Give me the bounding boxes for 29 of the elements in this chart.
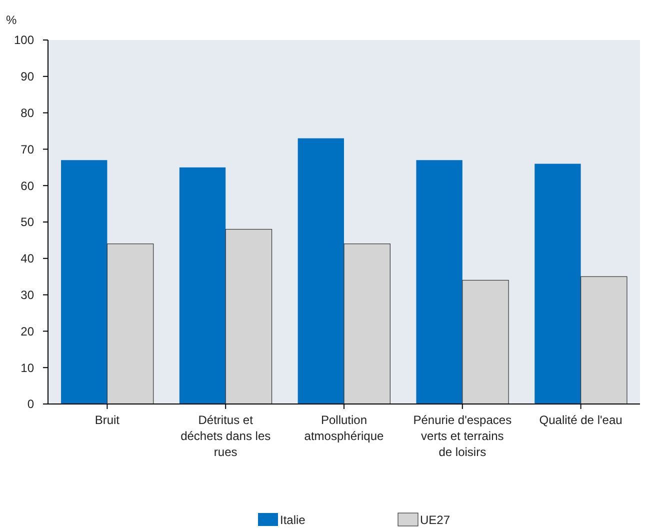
- x-tick-label: Bruit: [94, 413, 120, 427]
- y-tick-label: 20: [20, 324, 34, 338]
- y-tick-label: 30: [20, 288, 34, 302]
- bar: [106, 244, 154, 404]
- x-tick-label: Détritus et déchets dans les rues: [180, 413, 271, 459]
- y-tick-label: 70: [20, 142, 34, 156]
- y-tick-label: 100: [14, 33, 34, 48]
- x-tick-label: Pollution atmosphérique: [304, 413, 384, 443]
- x-tick-label: Pénurie d'espaces verts et terrains de loisirs: [413, 413, 512, 459]
- bar: [416, 160, 462, 404]
- bar: [580, 276, 628, 404]
- legend-label: Italie: [280, 513, 306, 527]
- bar: [61, 160, 108, 404]
- y-tick-label: 50: [20, 215, 34, 230]
- bar: [462, 280, 509, 404]
- bar: [225, 228, 272, 404]
- y-tick-label: 0: [27, 397, 34, 412]
- y-tick-label: 60: [20, 178, 34, 193]
- legend-label: UE27: [420, 513, 450, 527]
- x-tick-label: Qualité de l'eau: [539, 413, 622, 427]
- y-tick-label: 80: [20, 106, 34, 120]
- bar: [298, 138, 344, 404]
- bar: [344, 244, 390, 404]
- y-tick-label: 10: [20, 360, 34, 375]
- bar: [179, 167, 226, 404]
- y-axis-title: %: [6, 13, 17, 27]
- y-tick-label: 40: [20, 252, 34, 266]
- bar: [534, 164, 581, 404]
- y-tick-label: 90: [20, 70, 34, 84]
